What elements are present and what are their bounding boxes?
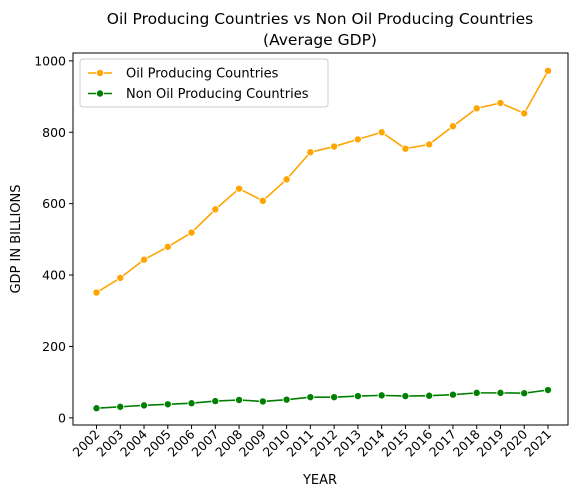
series-point: [425, 140, 434, 149]
series-point: [140, 255, 149, 264]
series-point: [448, 122, 457, 131]
series-point: [235, 396, 244, 405]
series-point: [116, 402, 125, 411]
x-tick-label: 2021: [521, 427, 554, 460]
series-layer: [92, 66, 553, 413]
series-point: [520, 109, 529, 118]
series-point: [187, 228, 196, 237]
series-point: [330, 393, 339, 402]
series-point: [258, 397, 267, 406]
series-point: [401, 144, 410, 153]
series-point: [544, 386, 553, 395]
series-point: [163, 400, 172, 409]
series-point: [377, 128, 386, 137]
plot-area: [72, 52, 569, 426]
series-point: [282, 395, 291, 404]
chart-title-line1: Oil Producing Countries vs Non Oil Produ…: [107, 10, 533, 28]
series-point: [282, 175, 291, 184]
legend: Oil Producing Countries Non Oil Producing…: [79, 58, 329, 108]
series-point: [401, 392, 410, 401]
series-point: [211, 205, 220, 214]
series-point: [211, 397, 220, 406]
series-point: [496, 388, 505, 397]
y-axis-label: GDP IN BILLIONS: [9, 184, 24, 293]
series-point: [377, 391, 386, 400]
series-point: [425, 391, 434, 400]
series-point: [330, 142, 339, 151]
series-point: [235, 184, 244, 193]
y-tick-label: 800: [42, 125, 66, 140]
y-tick-label: 1000: [34, 53, 66, 68]
y-tick-label: 0: [58, 410, 66, 425]
y-tick-label: 600: [42, 196, 66, 211]
series-point: [116, 273, 125, 282]
legend-label: Non Oil Producing Countries: [126, 87, 309, 102]
series-point: [520, 389, 529, 398]
legend-marker: [96, 89, 105, 98]
series-point: [187, 399, 196, 408]
series-point: [353, 392, 362, 401]
x-axis: 2002200320042005200620072008200920102011…: [70, 425, 554, 460]
series-point: [258, 196, 267, 205]
series-point: [472, 388, 481, 397]
series-line-1: [96, 70, 549, 294]
series-point: [496, 98, 505, 107]
chart-title-line2: (Average GDP): [263, 31, 377, 49]
y-axis: 0 200 400 600 800 1000: [34, 53, 73, 425]
series-point: [92, 288, 101, 297]
series-point: [306, 393, 315, 402]
series-point: [544, 66, 553, 75]
x-axis-label: YEAR: [302, 473, 337, 488]
series-point: [140, 401, 149, 410]
legend-box: [79, 58, 329, 108]
series-point: [353, 135, 362, 144]
y-tick-label: 200: [42, 339, 66, 354]
legend-label: Oil Producing Countries: [126, 67, 279, 82]
legend-marker: [96, 69, 105, 78]
series-point: [448, 390, 457, 399]
y-tick-label: 400: [42, 268, 66, 283]
series-point: [163, 242, 172, 251]
series-point: [472, 104, 481, 113]
series-point: [92, 404, 101, 413]
series-point: [306, 148, 315, 157]
